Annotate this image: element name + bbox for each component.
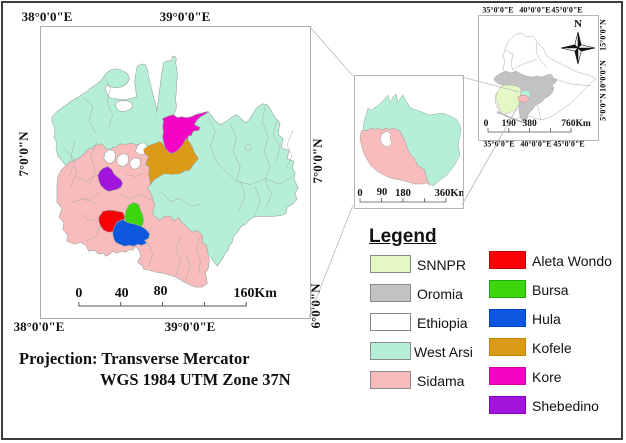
svg-text:N: N xyxy=(574,18,582,30)
svg-text:40: 40 xyxy=(115,286,129,301)
svg-text:90: 90 xyxy=(377,187,388,198)
svg-text:0: 0 xyxy=(357,188,362,199)
svg-text:0: 0 xyxy=(75,286,82,301)
svg-text:180: 180 xyxy=(395,188,411,199)
svg-text:190: 190 xyxy=(502,119,517,129)
svg-text:360Km: 360Km xyxy=(435,188,463,199)
svg-text:380: 380 xyxy=(522,119,537,129)
svg-text:0: 0 xyxy=(484,119,489,129)
svg-text:80: 80 xyxy=(154,284,168,299)
svg-text:160Km: 160Km xyxy=(234,286,278,301)
svg-text:760Km: 760Km xyxy=(561,119,591,129)
